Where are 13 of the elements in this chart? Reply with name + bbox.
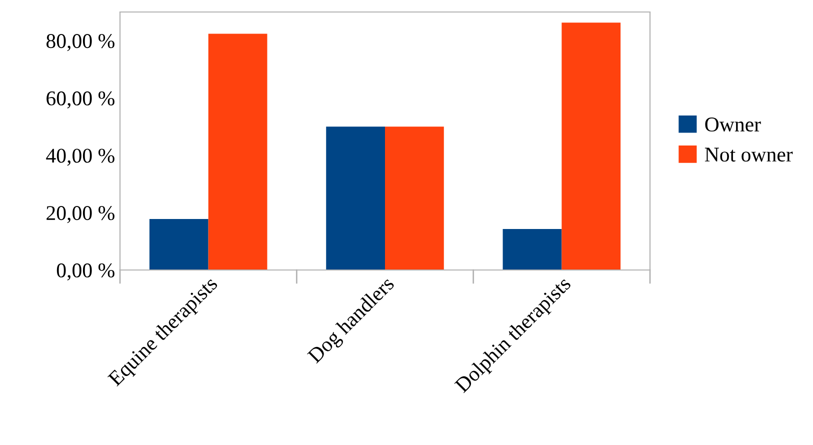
bar: [385, 126, 444, 270]
legend-label: Not owner: [704, 148, 793, 162]
legend-label: Owner: [705, 118, 761, 132]
bar: [502, 229, 562, 270]
bar: [562, 22, 621, 270]
y-tick-label: 0,00 %: [56, 263, 114, 280]
bar: [208, 34, 268, 270]
y-tick-label: 60,00 %: [46, 91, 114, 108]
y-tick-label: 40,00 %: [46, 148, 114, 166]
bar: [149, 218, 208, 270]
y-tick-label: 80,00 %: [46, 34, 114, 52]
bar: [326, 126, 385, 270]
y-tick-label: 20,00 %: [46, 206, 114, 224]
